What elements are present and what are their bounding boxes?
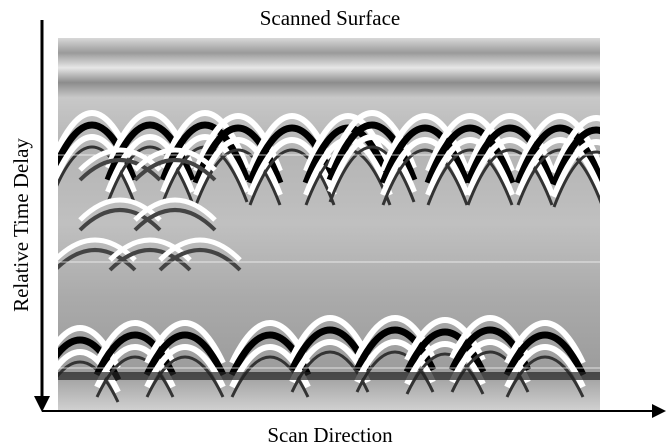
reflection-arc	[194, 148, 282, 206]
reflection-arc	[58, 360, 120, 403]
reflection-arc	[159, 121, 251, 182]
reflection-arc	[504, 344, 586, 389]
reflection-arc	[58, 237, 137, 262]
reflection-arc	[466, 148, 554, 206]
reflection-arc	[515, 137, 600, 197]
reflection-arc	[78, 158, 162, 182]
radargram-background	[58, 38, 600, 410]
reflection-arc	[465, 137, 555, 197]
reflection-arc	[133, 147, 217, 172]
reflections	[58, 110, 600, 403]
reflection-arc	[133, 208, 217, 232]
reflection-arc	[158, 248, 242, 272]
reflection-arc	[503, 331, 587, 377]
x-arrow-head	[652, 404, 666, 418]
reflection-arc	[133, 158, 217, 182]
reflection-arc	[106, 145, 194, 203]
reflection-arc	[504, 320, 586, 365]
reflection-arc	[78, 147, 162, 172]
reflection-arc	[78, 197, 162, 222]
reflection-arc	[248, 148, 336, 206]
reflection-arc	[551, 139, 600, 199]
reflection-arc	[58, 145, 136, 203]
reflection-arc	[95, 355, 175, 398]
reflection-arc	[145, 355, 225, 398]
reflection-arc	[289, 315, 371, 360]
reflection-arc	[230, 355, 310, 398]
x-axis-label: Scan Direction	[267, 423, 393, 447]
reflection-arc	[105, 134, 195, 194]
reflection-arc	[160, 134, 250, 194]
reflection-arc	[424, 124, 516, 185]
reflection-arc	[327, 134, 417, 194]
title: Scanned Surface	[260, 6, 401, 30]
reflection-arc	[144, 344, 226, 389]
reflection-arc	[78, 208, 162, 232]
reflection-arc	[425, 113, 515, 173]
reflection-arc	[516, 148, 600, 206]
reflection-arc	[552, 150, 600, 208]
reflection-arc	[426, 148, 514, 206]
reflection-arc	[404, 317, 486, 362]
radargram	[58, 38, 600, 410]
reflection-arc	[158, 237, 242, 262]
bottom-band	[58, 372, 600, 380]
reflection-arc	[144, 320, 226, 365]
y-arrow-head	[34, 396, 50, 412]
reflection-arc	[160, 110, 250, 170]
reflection-arc	[381, 148, 469, 206]
reflection-arc	[550, 126, 600, 187]
reflection-arc	[328, 145, 416, 203]
reflection-arc	[515, 113, 600, 173]
reflection-arc	[58, 248, 137, 272]
reflection-arc	[143, 331, 227, 377]
reflection-arc	[505, 355, 585, 398]
reflection-arc	[514, 124, 600, 185]
reflection-arc	[403, 328, 487, 374]
reflection-arc	[133, 197, 217, 222]
reflection-arc	[551, 115, 600, 175]
reflection-arc	[94, 344, 176, 389]
reflection-arc	[379, 124, 471, 185]
y-axis-label: Relative Time Delay	[9, 138, 33, 312]
reflection-arc	[247, 137, 337, 197]
reflection-arc	[380, 137, 470, 197]
reflection-arc	[108, 248, 192, 272]
reflection-arc	[425, 137, 515, 197]
